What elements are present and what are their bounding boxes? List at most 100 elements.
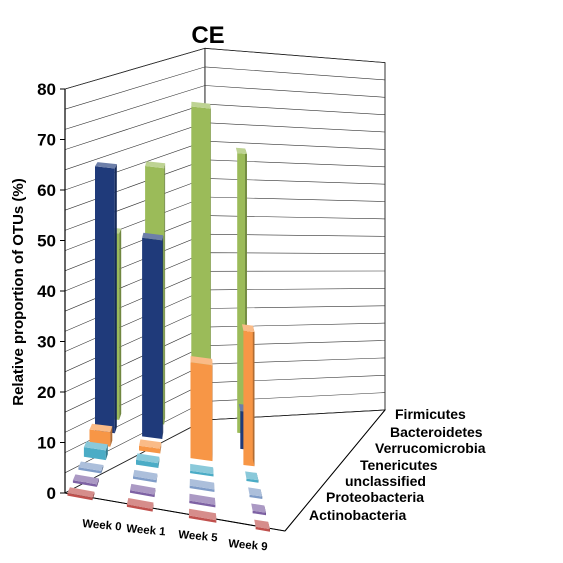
back-wall xyxy=(64,47,206,494)
bar-side-face xyxy=(160,442,162,454)
bar-actinobacteria-week-0 xyxy=(67,487,95,501)
bar-front-face xyxy=(191,106,211,431)
bar-side-face xyxy=(162,235,164,439)
x-tick-label: Week 5 xyxy=(178,529,219,544)
bar-top-face xyxy=(130,483,156,495)
bar-top-face xyxy=(245,471,259,481)
bar-front-face xyxy=(130,490,155,498)
y-tick-label: 40 xyxy=(37,282,56,301)
bar-top-face xyxy=(190,356,213,366)
bar-front-face xyxy=(139,445,161,454)
bar-top-face xyxy=(83,441,108,451)
bar-front-face xyxy=(95,166,115,434)
bar-front-face xyxy=(126,504,153,512)
bar-front-face xyxy=(78,467,102,474)
x-tick-label: Week 9 xyxy=(228,538,268,553)
bar-bacteroidetes-week-1 xyxy=(142,232,164,439)
bar-top-face xyxy=(126,498,154,509)
y-tick-label: 80 xyxy=(37,80,56,99)
bar-top-face xyxy=(191,101,211,109)
bar-verrucomicrobia-week-9 xyxy=(242,324,255,467)
bar-top-face xyxy=(188,508,217,521)
bar-front-face xyxy=(189,500,216,508)
bar-front-face xyxy=(255,526,270,532)
bar-front-face xyxy=(252,510,266,516)
y-tick-label: 70 xyxy=(37,131,56,150)
bar-front-face xyxy=(189,485,215,492)
bar-side-face xyxy=(154,488,156,498)
bar-verrucomicrobia-week-0 xyxy=(89,423,113,447)
bar-top-face xyxy=(242,324,255,333)
bar-tenericutes-week-0 xyxy=(83,441,108,461)
bar-firmicutes-week-5 xyxy=(191,101,211,431)
bar-front-face xyxy=(136,459,159,468)
bar-bacteroidetes-week-0 xyxy=(95,162,117,434)
bar-front-face xyxy=(72,480,97,487)
bar-top-face xyxy=(190,463,214,475)
x-tick-label: Week 0 xyxy=(82,518,122,533)
chart-title: CE xyxy=(191,22,224,49)
bar-top-face xyxy=(235,147,247,154)
bar-front-face xyxy=(190,362,213,462)
bar-front-face xyxy=(243,330,255,467)
bar-side-face xyxy=(210,103,211,431)
series-label-actinobacteria: Actinobacteria xyxy=(309,507,406,523)
gridline xyxy=(64,85,386,130)
bar-proteobacteria-week-1 xyxy=(130,483,156,498)
chart-labels: Week 0 Week 1 Week 5 Week 9 Firmicutes Bacter… xyxy=(82,406,486,553)
series-label-tenericutes: Tenericutes xyxy=(360,457,438,473)
bar-side-face xyxy=(158,456,160,468)
bar-unclassified-week-1 xyxy=(133,469,158,483)
bar-top-face xyxy=(136,453,160,464)
y-tick-label: 30 xyxy=(37,333,56,352)
y-tick-label: 0 xyxy=(47,484,56,503)
bar-front-face xyxy=(67,493,93,501)
bar-proteobacteria-week-0 xyxy=(72,474,99,487)
bar-top-face xyxy=(133,469,158,481)
bar-side-face xyxy=(119,228,122,420)
bar-top-face xyxy=(95,162,117,169)
series-label-proteobacteria: Proteobacteria xyxy=(326,489,424,505)
x-tick-label: Week 1 xyxy=(126,523,167,538)
bar-unclassified-week-0 xyxy=(78,461,104,474)
bar-side-face xyxy=(114,164,117,434)
bar-top-face xyxy=(78,461,104,471)
series-label-firmicutes: Firmicutes xyxy=(395,406,466,422)
bar-front-face xyxy=(190,470,214,477)
bar-tenericutes-week-1 xyxy=(136,453,160,468)
bar-front-face xyxy=(188,515,217,523)
bar-actinobacteria-week-1 xyxy=(126,498,154,512)
bar-top-face xyxy=(189,478,215,490)
gridline xyxy=(64,47,386,90)
bar-top-face xyxy=(189,493,216,505)
bar-front-face xyxy=(142,237,163,439)
bar-side-face xyxy=(101,465,104,474)
bar-top-face xyxy=(142,232,164,241)
series-label-verrucomicrobia: Verrucomicrobia xyxy=(375,440,486,456)
bar-proteobacteria-week-9 xyxy=(251,503,266,516)
bar-front-face xyxy=(83,447,106,461)
bar-front-face xyxy=(133,476,157,483)
bar-side-face xyxy=(252,325,255,467)
bar-side-face xyxy=(96,478,99,487)
bar-side-face xyxy=(110,426,113,447)
y-axis-label: Relative proportion of OTUs (%) xyxy=(10,178,27,406)
bar-top-face xyxy=(67,487,95,498)
bar-side-face xyxy=(92,491,95,501)
chart-bars xyxy=(67,101,270,532)
bar-side-face xyxy=(152,502,154,512)
bar-tenericutes-week-9 xyxy=(245,471,259,483)
y-tick-label: 60 xyxy=(37,181,56,200)
bar-tenericutes-week-5 xyxy=(190,463,214,477)
bar-unclassified-week-9 xyxy=(248,487,263,499)
depth-axis-line xyxy=(284,409,386,532)
bar-verrucomicrobia-week-5 xyxy=(190,356,213,462)
series-label-bacteroidetes: Bacteroidetes xyxy=(390,424,483,440)
bar-actinobacteria-week-5 xyxy=(188,508,217,523)
bar-top-face xyxy=(254,519,270,530)
chart-axes: 0 10 20 30 40 50 60 70 80 xyxy=(37,80,386,532)
bar-front-face xyxy=(89,429,111,447)
bar-verrucomicrobia-week-1 xyxy=(139,439,162,454)
bar-top-face xyxy=(145,161,166,169)
bar-side-face xyxy=(105,444,108,461)
